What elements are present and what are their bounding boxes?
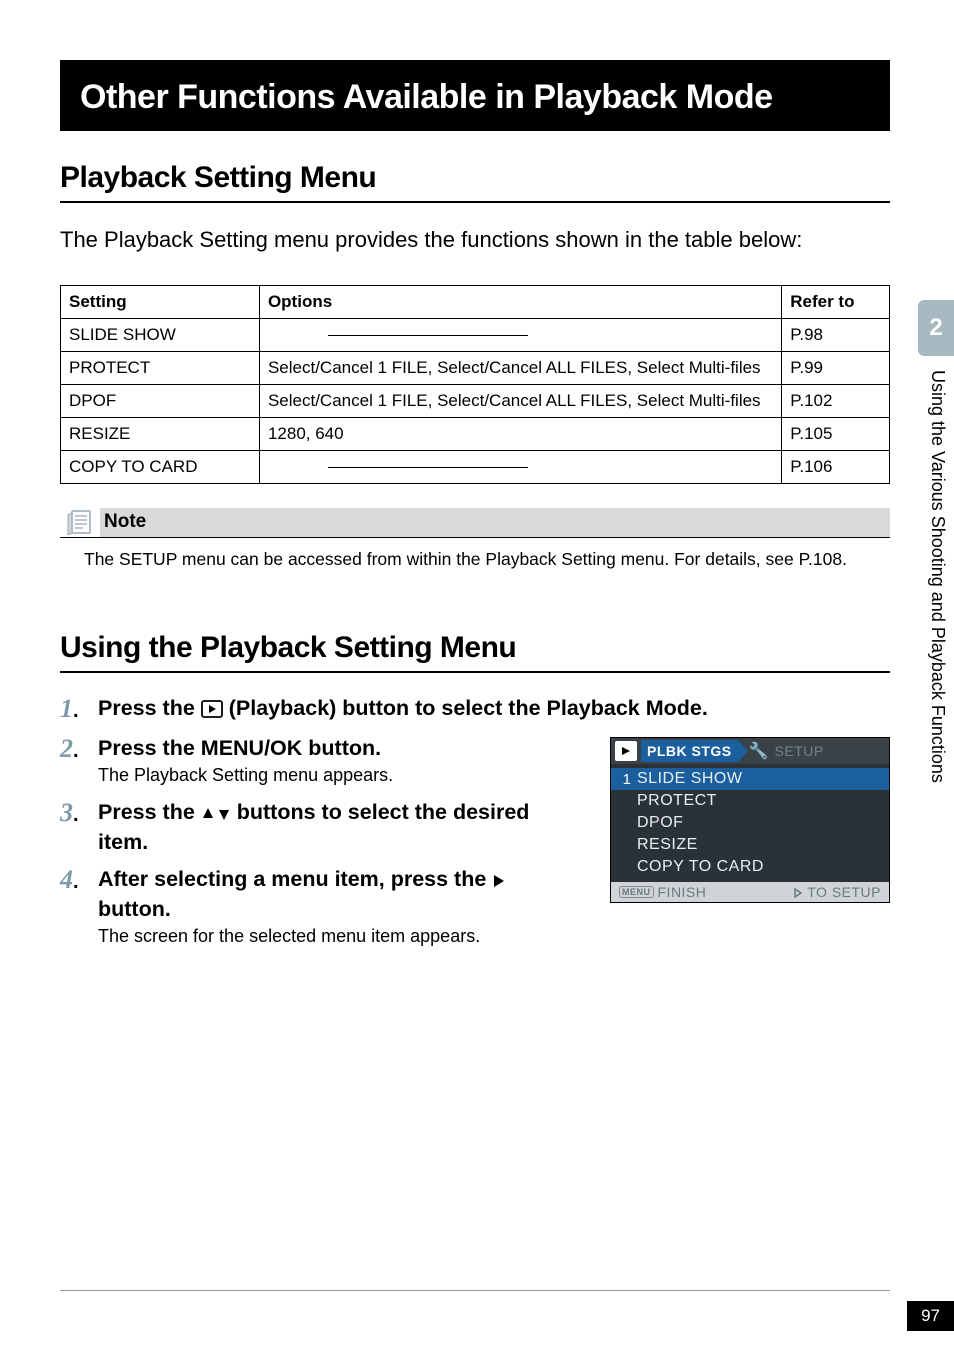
wrench-icon: 🔧	[748, 741, 771, 761]
ss-row-label: COPY TO CARD	[637, 858, 764, 876]
ss-menu-item: PROTECT	[611, 790, 889, 812]
table-row: DPOFSelect/Cancel 1 FILE, Select/Cancel …	[61, 384, 890, 417]
td-options	[259, 318, 781, 351]
step-3: 3. Press the buttons to select the desir…	[60, 799, 585, 858]
td-refer: P.102	[782, 384, 890, 417]
ss-row-label: DPOF	[637, 814, 683, 832]
footer-rule	[60, 1290, 890, 1291]
step-4-title: After selecting a menu item, press the b…	[98, 866, 585, 923]
td-options	[259, 450, 781, 483]
up-down-arrows-icon	[201, 802, 231, 829]
chapter-side-label: Using the Various Shooting and Playback …	[927, 370, 948, 930]
section-title-using-playback-setting-menu: Using the Playback Setting Menu	[60, 631, 890, 673]
table-header-row: Setting Options Refer to	[61, 285, 890, 318]
table-row: COPY TO CARD P.106	[61, 450, 890, 483]
td-options: Select/Cancel 1 FILE, Select/Cancel ALL …	[259, 384, 781, 417]
step-1: 1. Press the (Playback) button to select…	[60, 695, 860, 727]
note-label: Note	[100, 511, 146, 533]
td-setting: SLIDE SHOW	[61, 318, 260, 351]
menu-ok-label: MENU/OK	[201, 736, 303, 760]
td-refer: P.106	[782, 450, 890, 483]
ss-row-label: RESIZE	[637, 836, 698, 854]
settings-table: Setting Options Refer to SLIDE SHOWP.98P…	[60, 285, 890, 484]
td-setting: PROTECT	[61, 351, 260, 384]
ss-menu-item: DPOF	[611, 812, 889, 834]
table-row: PROTECTSelect/Cancel 1 FILE, Select/Canc…	[61, 351, 890, 384]
th-options: Options	[259, 285, 781, 318]
step-number: 4.	[60, 866, 98, 952]
menu-badge-icon: MENU	[619, 886, 654, 898]
td-options: Select/Cancel 1 FILE, Select/Cancel ALL …	[259, 351, 781, 384]
playback-icon	[201, 698, 223, 725]
page-number: 97	[907, 1301, 954, 1331]
table-row: RESIZE1280, 640P.105	[61, 417, 890, 450]
td-setting: RESIZE	[61, 417, 260, 450]
chapter-title: Other Functions Available in Playback Mo…	[60, 60, 890, 131]
td-refer: P.99	[782, 351, 890, 384]
td-setting: COPY TO CARD	[61, 450, 260, 483]
camera-menu-screenshot: PLBK STGS 🔧 SETUP 1SLIDE SHOW PROTECT DPOF…	[610, 737, 890, 903]
ss-row-label: PROTECT	[637, 792, 717, 810]
ss-menu-item: 1SLIDE SHOW	[611, 768, 889, 790]
table-row: SLIDE SHOW P.98	[61, 318, 890, 351]
ss-tab-setup: SETUP	[771, 743, 824, 759]
ss-menu-item: COPY TO CARD	[611, 856, 889, 878]
ss-footer-finish: FINISH	[658, 884, 707, 900]
ss-tab-active: PLBK STGS	[641, 740, 738, 762]
step-number: 2.	[60, 735, 98, 791]
ss-tab-row: PLBK STGS 🔧 SETUP	[611, 738, 889, 764]
step-2: 2. Press the MENU/OK button. The Playbac…	[60, 735, 585, 791]
step-2-title: Press the MENU/OK button.	[98, 735, 585, 762]
td-options: 1280, 640	[259, 417, 781, 450]
step-3-title: Press the buttons to select the desired …	[98, 799, 585, 856]
dash-line	[328, 467, 528, 468]
step-4-desc: The screen for the selected menu item ap…	[98, 925, 585, 948]
ss-row-label: SLIDE SHOW	[637, 770, 742, 788]
td-refer: P.98	[782, 318, 890, 351]
th-refer: Refer to	[782, 285, 890, 318]
step-number: 3.	[60, 799, 98, 858]
step-2-desc: The Playback Setting menu appears.	[98, 764, 585, 787]
note-icon	[60, 507, 100, 537]
steps-list: 1. Press the (Playback) button to select…	[60, 695, 585, 952]
ss-footer-to-setup: TO SETUP	[793, 884, 881, 900]
section-title-playback-setting-menu: Playback Setting Menu	[60, 161, 890, 203]
step-number: 1.	[60, 695, 98, 727]
step-1-title: Press the (Playback) button to select th…	[98, 695, 860, 725]
right-arrow-icon	[492, 869, 506, 896]
note-block: Note The SETUP menu can be accessed from…	[60, 508, 890, 572]
th-setting: Setting	[61, 285, 260, 318]
td-refer: P.105	[782, 417, 890, 450]
playback-mode-icon	[615, 741, 637, 761]
ss-row-index: 1	[617, 771, 637, 788]
dash-line	[328, 335, 528, 336]
section-intro: The Playback Setting menu provides the f…	[60, 225, 890, 255]
note-body: The SETUP menu can be accessed from with…	[60, 538, 890, 572]
step-4: 4. After selecting a menu item, press th…	[60, 866, 585, 952]
ss-menu-item: RESIZE	[611, 834, 889, 856]
td-setting: DPOF	[61, 384, 260, 417]
ss-tab-arrow	[738, 740, 748, 762]
chapter-side-tab: 2	[918, 300, 954, 356]
ss-footer: MENU FINISH TO SETUP	[611, 882, 889, 902]
